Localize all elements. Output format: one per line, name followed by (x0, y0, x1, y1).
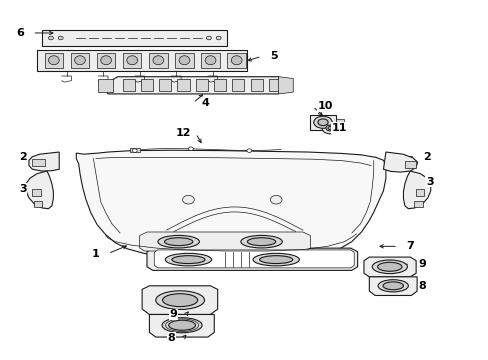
Polygon shape (368, 277, 416, 296)
Polygon shape (76, 150, 385, 259)
Text: 10: 10 (317, 102, 332, 112)
Polygon shape (175, 53, 193, 68)
Polygon shape (415, 189, 423, 196)
Circle shape (327, 127, 331, 130)
Ellipse shape (382, 282, 403, 290)
Polygon shape (32, 159, 44, 166)
Ellipse shape (247, 238, 275, 246)
Ellipse shape (164, 238, 192, 246)
Text: 3: 3 (425, 177, 433, 187)
Polygon shape (97, 53, 115, 68)
Circle shape (132, 149, 137, 152)
Polygon shape (383, 152, 417, 172)
Text: 2: 2 (423, 152, 430, 162)
Ellipse shape (371, 260, 407, 274)
Polygon shape (44, 53, 63, 68)
Text: 9: 9 (169, 310, 177, 319)
Polygon shape (363, 257, 415, 277)
Ellipse shape (377, 280, 407, 292)
Polygon shape (34, 201, 42, 207)
Polygon shape (335, 119, 344, 125)
Polygon shape (214, 79, 226, 91)
Text: 6: 6 (16, 28, 24, 38)
Polygon shape (122, 79, 135, 91)
Polygon shape (42, 31, 227, 45)
Ellipse shape (101, 56, 111, 65)
Circle shape (48, 36, 53, 40)
Circle shape (246, 149, 251, 152)
Ellipse shape (259, 256, 292, 264)
Ellipse shape (179, 56, 189, 65)
Polygon shape (405, 161, 415, 168)
Polygon shape (29, 152, 59, 171)
Circle shape (325, 125, 333, 131)
Polygon shape (140, 232, 310, 251)
Text: 5: 5 (269, 51, 277, 61)
Ellipse shape (241, 235, 282, 248)
Polygon shape (403, 171, 430, 209)
Ellipse shape (153, 56, 163, 65)
Polygon shape (268, 79, 281, 91)
Text: 2: 2 (19, 152, 26, 162)
Ellipse shape (317, 119, 327, 126)
Polygon shape (149, 315, 214, 337)
Text: 12: 12 (176, 129, 191, 138)
Ellipse shape (377, 262, 401, 271)
Ellipse shape (252, 253, 299, 266)
Polygon shape (141, 79, 153, 91)
Circle shape (270, 195, 282, 204)
Polygon shape (195, 79, 207, 91)
Polygon shape (147, 248, 357, 270)
Ellipse shape (162, 294, 197, 307)
Ellipse shape (205, 56, 216, 65)
Polygon shape (159, 79, 171, 91)
Polygon shape (98, 78, 113, 92)
Ellipse shape (171, 256, 204, 264)
Circle shape (322, 122, 337, 134)
Ellipse shape (168, 320, 195, 330)
Polygon shape (232, 79, 244, 91)
Text: 11: 11 (331, 123, 346, 133)
Polygon shape (177, 79, 189, 91)
Circle shape (58, 36, 63, 40)
Polygon shape (32, 189, 41, 196)
Ellipse shape (156, 291, 204, 310)
Text: 1: 1 (92, 248, 100, 258)
Text: 9: 9 (418, 259, 426, 269)
Polygon shape (71, 53, 89, 68)
Polygon shape (227, 53, 245, 68)
Polygon shape (310, 115, 335, 130)
Polygon shape (201, 53, 220, 68)
Ellipse shape (126, 56, 137, 65)
Ellipse shape (48, 56, 59, 65)
Polygon shape (103, 77, 278, 94)
Ellipse shape (165, 253, 211, 266)
Polygon shape (413, 201, 422, 207)
Ellipse shape (75, 56, 85, 65)
Ellipse shape (162, 318, 202, 333)
Circle shape (188, 147, 193, 150)
Polygon shape (130, 148, 140, 152)
Polygon shape (278, 77, 293, 94)
Ellipse shape (231, 56, 242, 65)
Ellipse shape (158, 235, 199, 248)
Ellipse shape (313, 116, 331, 128)
Polygon shape (154, 250, 353, 268)
Polygon shape (149, 53, 167, 68)
Text: 8: 8 (418, 281, 426, 291)
Polygon shape (250, 79, 262, 91)
Text: 8: 8 (167, 333, 175, 343)
Circle shape (182, 195, 194, 204)
Polygon shape (142, 286, 217, 315)
Circle shape (216, 36, 221, 40)
Circle shape (206, 36, 211, 40)
Text: 4: 4 (201, 98, 209, 108)
Polygon shape (122, 53, 141, 68)
Text: 3: 3 (19, 184, 26, 194)
Polygon shape (26, 171, 53, 209)
Polygon shape (37, 50, 246, 71)
Text: 7: 7 (406, 241, 413, 251)
